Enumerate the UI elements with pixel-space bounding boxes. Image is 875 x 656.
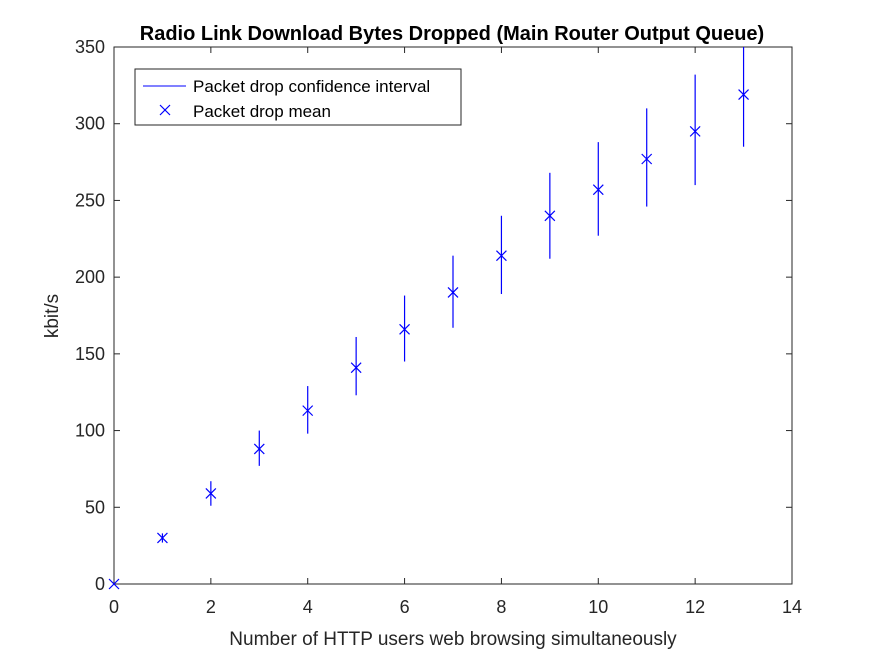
y-tick-label: 100 bbox=[75, 421, 105, 441]
legend-entry-confidence-interval: Packet drop confidence interval bbox=[193, 77, 430, 96]
mean-marker bbox=[302, 405, 314, 417]
mean-marker bbox=[350, 362, 362, 374]
x-tick-label: 0 bbox=[109, 597, 119, 617]
mean-marker bbox=[496, 250, 507, 262]
mean-marker bbox=[738, 89, 749, 100]
chart-title: Radio Link Download Bytes Dropped (Main … bbox=[140, 23, 764, 45]
y-tick-label: 300 bbox=[75, 114, 105, 134]
x-tick-label: 8 bbox=[496, 597, 506, 617]
axis-ticks: 0 2 4 6 8 10 12 14 0 50 100 150 200 250 300 350 bbox=[75, 37, 802, 617]
x-tick-label: 12 bbox=[685, 597, 705, 617]
y-tick-label: 350 bbox=[75, 37, 105, 57]
legend-entry-mean: Packet drop mean bbox=[193, 102, 331, 121]
mean-marker bbox=[205, 488, 217, 499]
mean-marker bbox=[157, 532, 168, 544]
x-tick-label: 2 bbox=[206, 597, 216, 617]
mean-marker bbox=[544, 210, 556, 222]
mean-marker bbox=[253, 443, 265, 455]
y-tick-label: 200 bbox=[75, 267, 105, 287]
x-tick-label: 6 bbox=[400, 597, 410, 617]
plot-area: 0 2 4 6 8 10 12 14 0 50 100 150 200 250 300 350 bbox=[75, 37, 802, 617]
mean-marker bbox=[447, 287, 459, 298]
x-tick-label: 4 bbox=[303, 597, 313, 617]
y-tick-label: 250 bbox=[75, 190, 105, 210]
x-tick-label: 14 bbox=[782, 597, 802, 617]
mean-marker bbox=[641, 153, 653, 165]
mean-marker bbox=[399, 323, 410, 335]
y-tick-label: 150 bbox=[75, 344, 105, 364]
x-tick-label: 10 bbox=[588, 597, 608, 617]
legend: Packet drop confidence interval Packet d… bbox=[134, 68, 462, 126]
legend-box bbox=[134, 68, 462, 126]
y-tick-label: 50 bbox=[85, 497, 105, 517]
mean-marker bbox=[108, 578, 120, 590]
legend-marker-swatch bbox=[159, 104, 171, 116]
mean-marker bbox=[689, 125, 701, 137]
data-marks bbox=[108, 47, 749, 590]
y-tick-label: 0 bbox=[95, 574, 105, 594]
x-axis-label: Number of HTTP users web browsing simult… bbox=[229, 629, 677, 650]
y-axis-label: kbit/s bbox=[42, 294, 63, 338]
mean-marker bbox=[592, 184, 604, 196]
